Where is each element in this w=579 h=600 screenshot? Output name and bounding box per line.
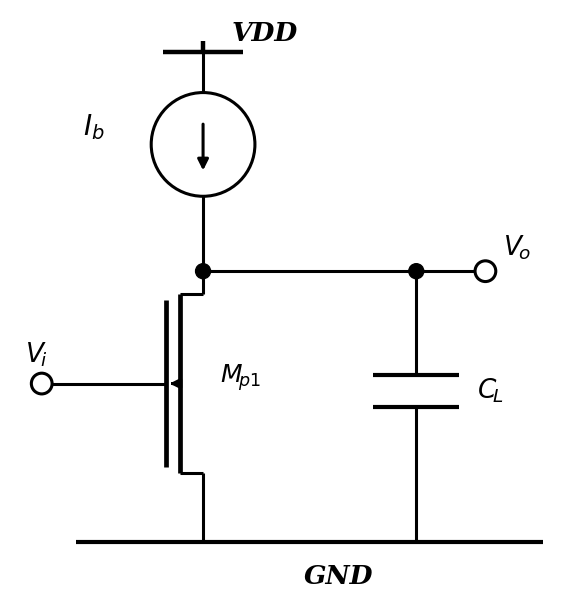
Text: VDD: VDD (232, 22, 298, 46)
Text: $\mathit{M}_{\!\mathit{p}\mathit{1}}$: $\mathit{M}_{\!\mathit{p}\mathit{1}}$ (221, 362, 262, 393)
Circle shape (31, 373, 52, 394)
Text: GND: GND (304, 564, 373, 589)
Text: $\mathit{I}_\mathit{b}$: $\mathit{I}_\mathit{b}$ (83, 112, 104, 142)
Text: $\mathit{V}_{\!i}$: $\mathit{V}_{\!i}$ (25, 340, 47, 369)
Circle shape (409, 263, 424, 278)
Text: $\mathit{C}_{\!L}$: $\mathit{C}_{\!L}$ (477, 377, 503, 405)
Circle shape (475, 261, 496, 281)
Circle shape (196, 263, 211, 278)
Text: $\mathit{V}_{\!o}$: $\mathit{V}_{\!o}$ (503, 234, 530, 262)
